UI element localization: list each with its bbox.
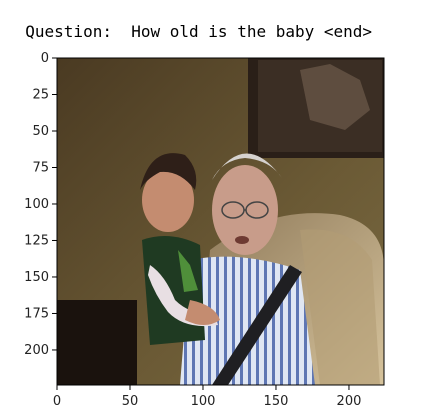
artwork-detail xyxy=(300,64,370,130)
dark-lower-left xyxy=(57,300,137,385)
question-line: Question: How old is the baby <end> xyxy=(6,2,372,42)
y-tick-label: 200 xyxy=(24,343,49,358)
baby-outfit-green xyxy=(178,250,198,292)
x-tick-label: 50 xyxy=(122,394,139,409)
y-tick-label: 150 xyxy=(24,270,49,285)
baby-head xyxy=(142,168,194,232)
baby-hair xyxy=(140,153,197,190)
man-hand xyxy=(185,300,220,325)
y-axis: 0 25 50 75 100 125 150 175 200 xyxy=(24,51,57,358)
y-tick-label: 0 xyxy=(41,51,49,66)
question-text: How old is the baby <end> xyxy=(131,22,373,41)
strap xyxy=(212,265,302,385)
mouth xyxy=(235,236,249,244)
photo xyxy=(57,58,384,385)
y-tick-label: 125 xyxy=(24,233,49,248)
y-tick-label: 75 xyxy=(32,160,49,175)
x-axis: 0 50 100 150 200 xyxy=(53,385,362,409)
y-tick-label: 100 xyxy=(24,197,49,212)
y-tick-label: 175 xyxy=(24,306,49,321)
axes-frame xyxy=(56,57,385,386)
y-tick-label: 25 xyxy=(32,87,49,102)
baby-outfit xyxy=(142,236,205,345)
x-tick-label: 0 xyxy=(53,394,61,409)
x-tick-label: 200 xyxy=(337,394,362,409)
x-tick-label: 150 xyxy=(264,394,289,409)
old-man-hair xyxy=(212,153,282,180)
y-tick-label: 50 xyxy=(32,124,49,139)
question-prefix: Question: xyxy=(25,22,112,41)
couch-cushion xyxy=(300,229,380,385)
x-tick-label: 100 xyxy=(191,394,216,409)
